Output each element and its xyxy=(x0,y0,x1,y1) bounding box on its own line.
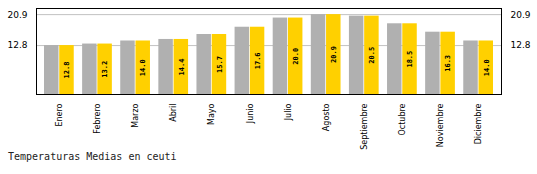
html-text:Temperaturas Medias en ceuti: Temperaturas Medias en ceuti xyxy=(8,151,177,162)
svg-text:13.2: 13.2 xyxy=(101,61,109,78)
svg-text:20.9: 20.9 xyxy=(7,9,27,19)
svg-text:Noviembre: Noviembre xyxy=(436,103,445,147)
svg-text:Enero: Enero xyxy=(55,103,64,126)
svg-text:12.8: 12.8 xyxy=(63,62,71,79)
svg-text:14.4: 14.4 xyxy=(178,59,186,76)
svg-text:14.0: 14.0 xyxy=(482,59,490,76)
svg-text:Agosto: Agosto xyxy=(322,103,331,131)
svg-text:12.8: 12.8 xyxy=(511,40,531,50)
svg-text:Junio: Junio xyxy=(246,103,255,124)
svg-text:Febrero: Febrero xyxy=(93,103,102,133)
svg-text:16.3: 16.3 xyxy=(444,55,452,72)
svg-text:20.5: 20.5 xyxy=(368,47,376,64)
svg-text:17.6: 17.6 xyxy=(254,52,262,69)
svg-text:15.7: 15.7 xyxy=(216,56,224,73)
svg-text:14.0: 14.0 xyxy=(139,59,147,76)
svg-text:12.8: 12.8 xyxy=(7,40,27,50)
svg-text:Abril: Abril xyxy=(169,104,178,122)
svg-text:20.0: 20.0 xyxy=(292,48,300,65)
svg-text:20.9: 20.9 xyxy=(511,9,531,19)
svg-text:Diciembre: Diciembre xyxy=(474,103,483,144)
svg-text:Julio: Julio xyxy=(284,103,293,121)
svg-text:Septiembre: Septiembre xyxy=(360,103,369,149)
svg-text:Mayo: Mayo xyxy=(207,103,216,125)
svg-text:Marzo: Marzo xyxy=(131,103,140,127)
svg-text:Octubre: Octubre xyxy=(398,103,407,135)
svg-text:20.9: 20.9 xyxy=(330,46,338,63)
svg-text:18.5: 18.5 xyxy=(406,51,414,68)
